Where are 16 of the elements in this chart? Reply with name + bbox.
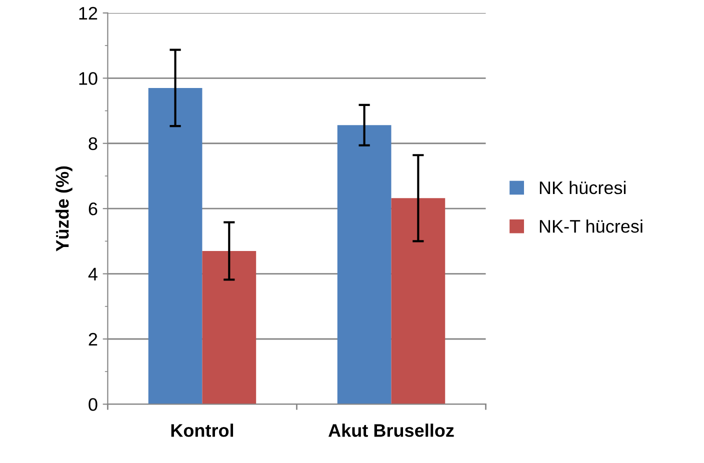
y-tick-label: 4: [88, 268, 98, 280]
x-tick-label: Kontrol: [171, 424, 234, 437]
bar: [391, 198, 446, 404]
y-tick-label: 12: [79, 6, 98, 20]
bar: [148, 88, 202, 404]
y-tick-label: 2: [88, 332, 98, 346]
y-tick-label: 10: [79, 72, 98, 85]
x-tick-label: Akut Bruselloz: [328, 424, 454, 437]
y-tick-label: 6: [88, 202, 98, 216]
legend-label: NK hücresi: [540, 180, 626, 194]
y-axis-title: Yüzde (%): [56, 166, 72, 252]
bar: [337, 125, 392, 404]
y-tick-label: 8: [88, 137, 98, 150]
bar: [202, 250, 256, 404]
legend-label: NK-T hücresi: [540, 220, 642, 233]
y-tick-label: 0: [88, 398, 98, 411]
